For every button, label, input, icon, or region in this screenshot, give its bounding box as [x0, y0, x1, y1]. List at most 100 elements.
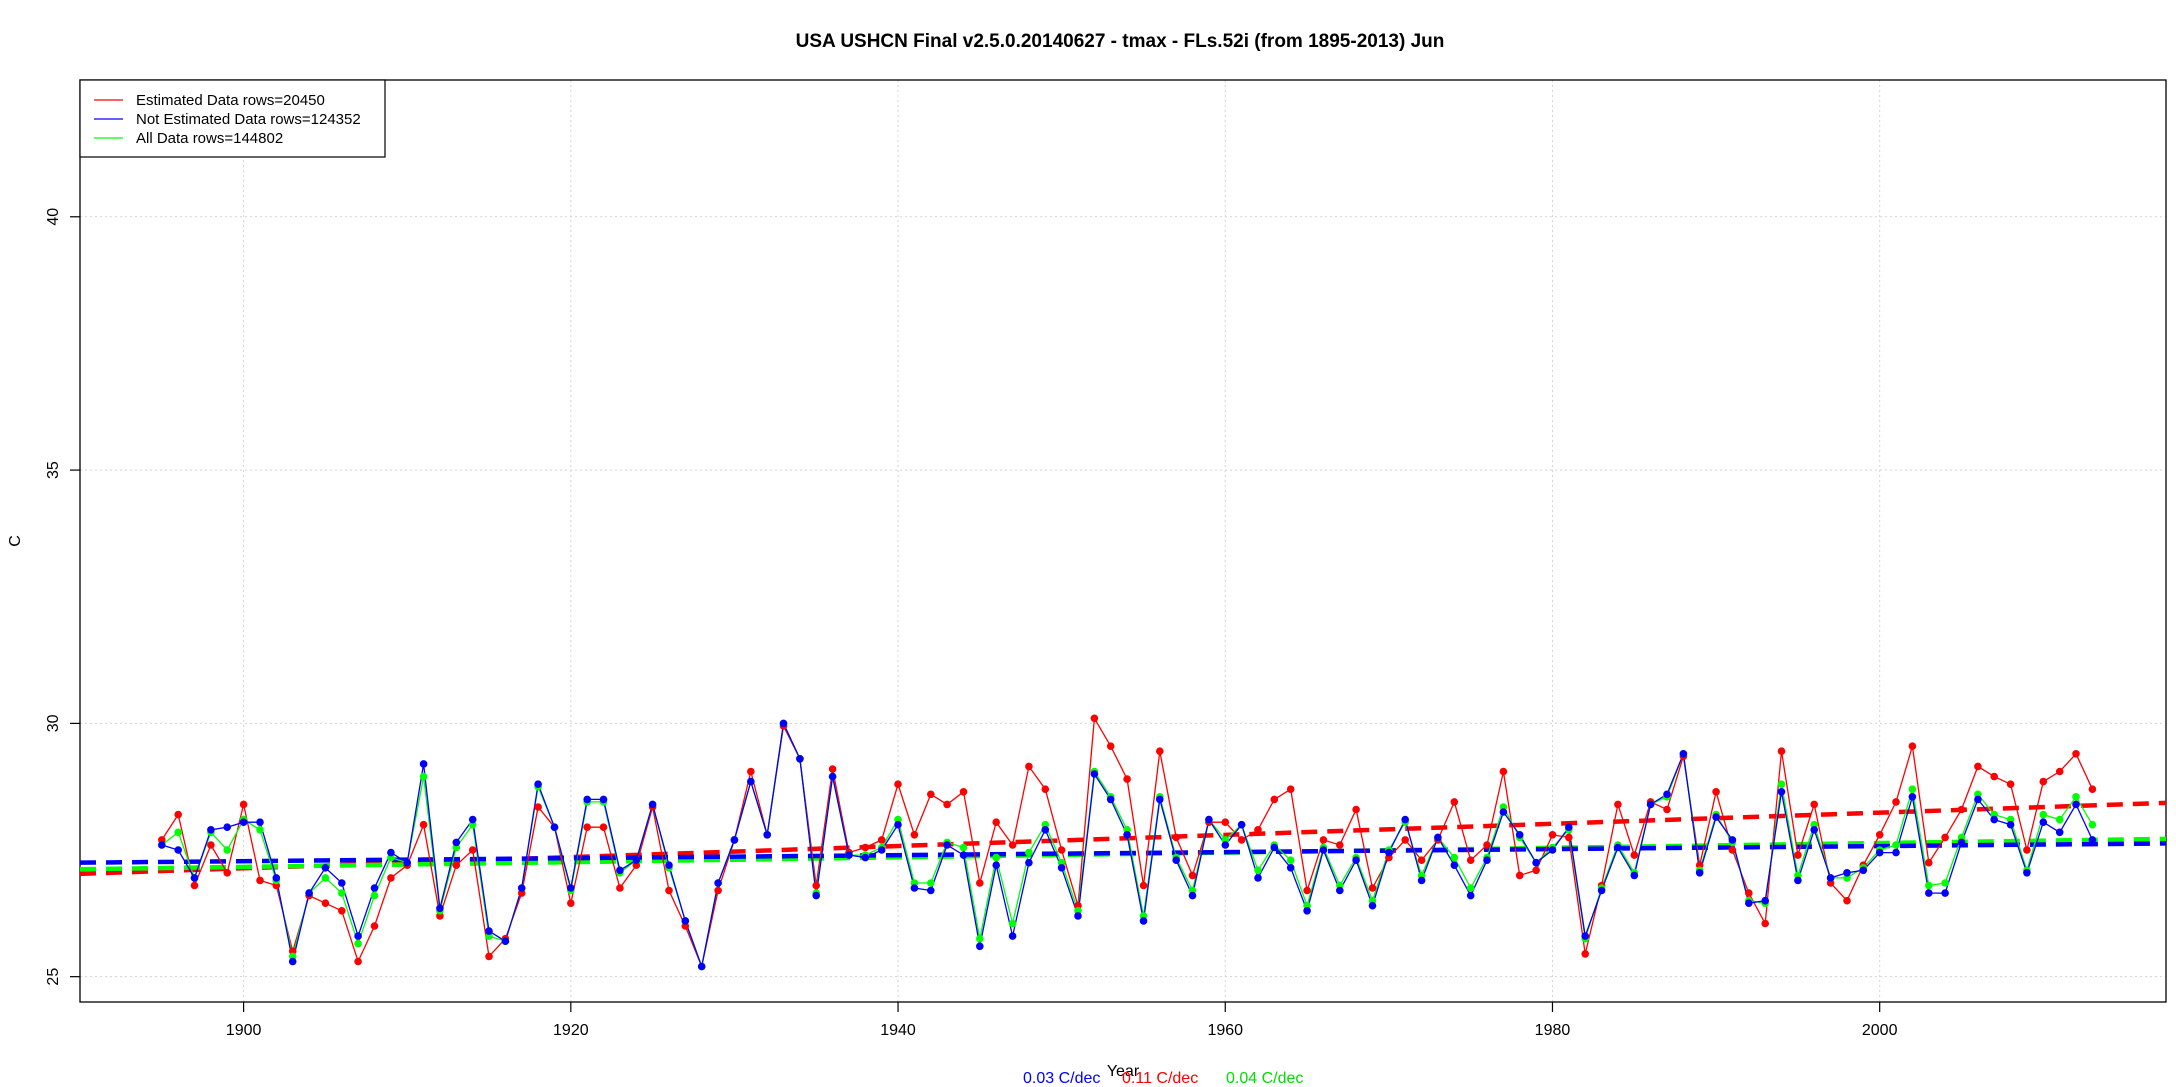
data-point: [1139, 917, 1148, 925]
data-point: [1925, 858, 1933, 867]
data-point: [1777, 747, 1786, 755]
data-point: [1286, 785, 1295, 793]
data-point: [1368, 884, 1377, 892]
data-point: [616, 884, 624, 892]
data-point: [2088, 820, 2097, 829]
data-point: [2072, 793, 2080, 801]
data-point: [485, 952, 493, 961]
data-point: [992, 861, 1000, 869]
data-point: [223, 869, 231, 877]
data-point: [1450, 861, 1459, 869]
data-point: [1892, 841, 1900, 849]
data-point: [1401, 836, 1409, 844]
data-point: [2006, 780, 2015, 788]
data-point: [256, 826, 264, 834]
data-point: [1745, 889, 1753, 897]
data-point: [927, 879, 935, 887]
data-point: [1532, 858, 1540, 867]
data-point: [1663, 790, 1671, 799]
data-point: [1875, 848, 1884, 857]
data-point: [1237, 836, 1246, 844]
data-point: [599, 823, 608, 831]
data-point: [419, 760, 428, 768]
data-point: [1532, 866, 1540, 875]
trend-rates: 0.03 C/dec 0.11 C/dec 0.04 C/dec: [1023, 1070, 1303, 1087]
data-point: [730, 836, 739, 844]
data-point: [1254, 866, 1262, 875]
data-point: [1925, 889, 1933, 897]
data-point: [338, 907, 346, 915]
data-point: [158, 841, 166, 849]
data-point: [338, 889, 346, 897]
grid: [80, 80, 2166, 1002]
data-point: [223, 846, 231, 854]
data-point: [992, 818, 1000, 826]
data-point: [796, 755, 804, 763]
data-point: [1286, 856, 1295, 864]
legend-label-estimated: Estimated Data rows=20450: [136, 92, 325, 109]
data-point: [877, 846, 886, 854]
data-point: [2088, 785, 2097, 793]
data-point: [321, 864, 330, 872]
data-point: [1499, 767, 1508, 776]
data-point: [485, 927, 493, 935]
data-point: [632, 856, 641, 864]
data-point: [927, 790, 935, 799]
data-point: [468, 815, 477, 824]
data-point: [1450, 853, 1459, 862]
data-point: [2039, 818, 2048, 826]
data-point: [1401, 815, 1409, 824]
data-point: [1712, 788, 1720, 796]
data-point: [370, 922, 379, 930]
data-point: [1810, 826, 1818, 834]
y-tick-label: 35: [45, 461, 62, 479]
data-point: [1106, 795, 1115, 804]
data-point: [2088, 836, 2097, 844]
data-point: [1090, 714, 1099, 723]
data-point: [1892, 798, 1900, 806]
data-point: [845, 851, 853, 859]
data-point: [288, 957, 297, 966]
data-point: [1417, 856, 1426, 864]
data-point: [305, 889, 313, 897]
data-point: [976, 942, 984, 951]
data-point: [1041, 826, 1050, 834]
data-point: [517, 884, 526, 892]
data-point: [1908, 785, 1917, 793]
data-point: [1450, 798, 1459, 806]
data-point: [2006, 820, 2015, 829]
data-point: [239, 818, 248, 826]
x-axis-label: Year: [1107, 1063, 1140, 1080]
data-point: [583, 823, 591, 831]
data-point: [894, 820, 902, 829]
data-point: [959, 851, 968, 859]
data-point: [190, 881, 199, 890]
data-point: [1123, 775, 1131, 783]
data-point: [828, 772, 837, 781]
data-point: [1941, 833, 1949, 842]
data-point: [338, 879, 346, 887]
data-point: [1761, 896, 1769, 905]
data-point: [1663, 805, 1671, 814]
data-point: [583, 795, 591, 804]
x-tick-label: 1960: [1207, 1022, 1243, 1039]
rate-estimated: 0.11 C/dec: [1122, 1070, 1198, 1087]
data-point: [1270, 795, 1279, 804]
data-point: [1352, 856, 1360, 864]
data-point: [1156, 795, 1164, 804]
data-point: [1025, 848, 1033, 857]
y-tick-label: 30: [45, 714, 62, 732]
data-point: [223, 823, 231, 831]
data-point: [1777, 788, 1786, 796]
data-point: [1303, 886, 1311, 895]
data-point: [1941, 879, 1949, 887]
data-point: [1008, 932, 1017, 940]
data-point: [1254, 826, 1262, 834]
data-point: [1630, 871, 1639, 880]
data-point: [174, 846, 182, 854]
y-tick-label: 25: [45, 968, 62, 986]
data-point: [1106, 742, 1115, 750]
data-point: [1695, 869, 1704, 877]
data-point: [354, 939, 362, 948]
trend-line: [79, 841, 2167, 865]
